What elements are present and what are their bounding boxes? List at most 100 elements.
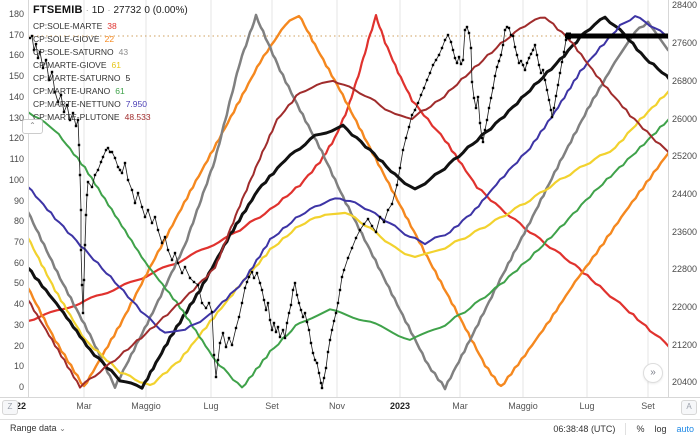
indicator-value: 61 [111, 60, 121, 70]
time-axis-tick: Maggio [508, 401, 538, 411]
legend-row-4[interactable]: CP:MARTE-SATURNO 5 [33, 72, 188, 85]
time-axis-tick: Mar [452, 401, 468, 411]
interval-label: 1D [91, 5, 105, 16]
left-axis-tick: 110 [9, 154, 24, 165]
indicator-legend-rows: CP:SOLE-MARTE 38 CP:SOLE-GIOVE 22 CP:SOLE-SA… [33, 20, 188, 124]
cycle-line-cp-marte-giove[interactable] [28, 65, 697, 387]
indicator-label: CP:SOLE-SATURNO [33, 47, 114, 57]
cycle-line-cp-sole-saturno[interactable] [28, 13, 697, 391]
left-price-axis[interactable]: 180 170 160 150 140 130 120 110 100 90 80 70 60 50 40 3… [0, 0, 26, 397]
left-axis-tick: 0 [18, 382, 24, 392]
time-axis-tick: Set [641, 401, 655, 411]
timezone-badge[interactable]: Z [2, 400, 18, 415]
left-axis-tick: 120 [8, 133, 24, 144]
auto-scale-button[interactable]: auto [676, 424, 694, 434]
left-axis-tick: 170 [8, 29, 24, 40]
toolbar-divider [625, 423, 627, 435]
indicator-label: CP:MARTE-URANO [33, 86, 111, 96]
right-axis-tick: 21200 [672, 339, 698, 350]
clock-utc[interactable]: 06:38:48 (UTC) [553, 424, 616, 434]
time-axis-tick: Set [265, 401, 279, 411]
symbol-name: FTSEMIB [33, 4, 83, 16]
right-axis-tick: 22800 [672, 264, 698, 275]
separator-dot: · [85, 5, 89, 15]
cycle-line-cp-marte-plutone[interactable] [28, 16, 697, 389]
indicator-value: 61 [115, 86, 125, 96]
legend-collapse-button[interactable]: ⌃ [22, 119, 43, 134]
legend-row-2[interactable]: CP:SOLE-SATURNO 43 [33, 46, 188, 59]
time-axis-tick: 2023 [389, 401, 411, 411]
indicator-value: 5 [125, 73, 131, 83]
legend-row-1[interactable]: CP:SOLE-GIOVE 22 [33, 33, 188, 46]
right-axis-tick: 27600 [672, 38, 698, 49]
axis-auto-badge[interactable]: A [681, 400, 697, 415]
cycle-line-cp-sole-giove[interactable] [28, 14, 697, 388]
left-axis-tick: 130 [8, 112, 24, 123]
indicator-value: 7.950 [125, 99, 147, 109]
time-axis-tick: 22 [15, 401, 27, 411]
indicator-value: 43 [118, 47, 129, 57]
left-axis-tick: 100 [8, 174, 24, 185]
left-axis-tick: 40 [13, 299, 24, 310]
legend-row-6[interactable]: CP:MARTE-NETTUNO 7.950 [33, 98, 188, 111]
right-axis-tick: 20400 [672, 377, 698, 388]
symbol-title-row[interactable]: FTSEMIB · 1D · 27732 0 (0.00%) [33, 4, 188, 17]
chart-legend: FTSEMIB · 1D · 27732 0 (0.00%) CP:SOLE-MARTE… [33, 4, 188, 124]
right-axis-tick: 24400 [672, 188, 698, 199]
left-axis-tick: 20 [13, 340, 24, 351]
range-data-dropdown[interactable]: Range data ⌄ [10, 423, 66, 433]
legend-row-7[interactable]: CP:MARTE-PLUTONE 48.533 [33, 111, 188, 124]
left-axis-tick: 90 [13, 195, 24, 206]
left-axis-tick: 150 [8, 71, 24, 82]
percent-scale-button[interactable]: % [636, 424, 645, 434]
right-axis-tick: 23600 [672, 226, 698, 237]
time-axis-tick: Lug [579, 401, 595, 411]
right-axis-tick: 22000 [672, 302, 698, 312]
time-axis[interactable]: 22 Mar Maggio Lug Set Nov 2023 Mar Maggio Lug Set [0, 397, 700, 420]
right-axis-tick: 25200 [672, 151, 698, 162]
left-axis-tick: 80 [13, 216, 24, 227]
legend-row-5[interactable]: CP:MARTE-URANO 61 [33, 85, 188, 98]
indicator-value: 22 [104, 34, 115, 44]
right-axis-tick: 26000 [672, 113, 698, 124]
cycle-line-cp-marte-saturno[interactable] [28, 15, 697, 390]
cycle-line-cp-marte-nettuno[interactable] [28, 15, 697, 334]
left-axis-tick: 180 [8, 9, 24, 19]
legend-row-3[interactable]: CP:MARTE-GIOVE 61 [33, 59, 188, 72]
price-change: 0 (0.00%) [144, 5, 188, 16]
indicator-label: CP:MARTE-GIOVE [33, 60, 107, 70]
time-axis-tick: Lug [203, 401, 219, 411]
price-markers [28, 25, 573, 390]
indicator-label: CP:MARTE-SATURNO [33, 73, 121, 83]
bottom-toolbar: Range data ⌄ 06:38:48 (UTC) % log auto [0, 419, 700, 437]
right-axis-border [668, 0, 669, 419]
left-axis-tick: 140 [8, 91, 24, 102]
last-price: 27732 [113, 5, 142, 16]
log-scale-button[interactable]: log [654, 424, 667, 434]
legend-row-0[interactable]: CP:SOLE-MARTE 38 [33, 20, 188, 33]
scroll-right-button[interactable]: » [643, 363, 663, 383]
indicator-value: 38 [107, 21, 117, 31]
indicator-label: CP:SOLE-GIOVE [33, 34, 100, 44]
left-axis-tick: 160 [8, 50, 24, 61]
indicator-label: CP:MARTE-PLUTONE [33, 112, 120, 122]
indicator-value: 48.533 [124, 112, 151, 122]
cycle-line-cp-marte-urano[interactable] [28, 97, 697, 389]
time-axis-tick: Mar [76, 401, 92, 411]
chart-plot-area[interactable] [0, 0, 700, 397]
indicator-label: CP:SOLE-MARTE [33, 21, 103, 31]
time-axis-tick: Maggio [131, 401, 161, 411]
trendline-anchor-handle[interactable] [566, 32, 571, 40]
left-axis-tick: 10 [13, 361, 24, 372]
left-axis-tick: 50 [13, 278, 24, 289]
right-axis-tick: 26800 [672, 75, 698, 86]
left-axis-border [28, 0, 29, 397]
left-axis-tick: 60 [13, 257, 24, 268]
separator-dot: · [107, 5, 111, 15]
left-axis-tick: 30 [13, 319, 24, 330]
indicator-label: CP:MARTE-NETTUNO [33, 99, 121, 109]
left-axis-tick: 70 [13, 236, 24, 247]
right-price-axis[interactable]: 28400 27600 26800 26000 25200 24400 23600 22800… [670, 0, 700, 397]
chevron-down-icon: ⌄ [59, 424, 66, 433]
